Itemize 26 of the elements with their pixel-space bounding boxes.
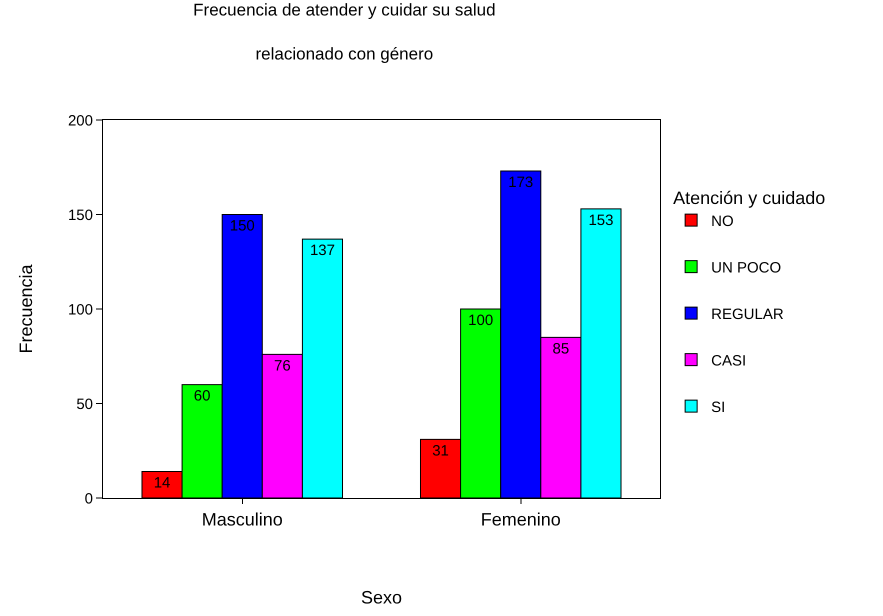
- x-tick-label: Femenino: [480, 510, 561, 530]
- y-tick-label: 200: [68, 112, 93, 130]
- data-label: 31: [432, 442, 449, 460]
- chart-title: Frecuencia de atender y cuidar su salud relacionado con género: [193, 0, 496, 64]
- data-label: 153: [588, 212, 614, 229]
- legend-title: Atención y cuidado: [673, 188, 826, 208]
- data-label: 76: [274, 357, 291, 374]
- data-label: 14: [154, 474, 170, 492]
- y-tick-label: 150: [68, 206, 93, 224]
- legend-label: SI: [711, 398, 726, 416]
- legend-label: REGULAR: [711, 306, 784, 323]
- data-label: 150: [230, 218, 255, 234]
- data-label: 60: [194, 388, 210, 405]
- x-axis-title: Sexo: [360, 588, 402, 608]
- data-label: 173: [508, 174, 534, 192]
- y-axis-title: Frecuencia: [16, 263, 36, 354]
- y-tick-label: 100: [68, 301, 93, 318]
- legend-label: NO: [711, 212, 734, 230]
- y-tick-label: 0: [84, 490, 93, 508]
- data-label: 137: [310, 242, 335, 260]
- legend-label: CASI: [711, 352, 746, 370]
- y-tick-label: 50: [76, 396, 93, 413]
- data-label: 85: [552, 340, 570, 358]
- x-tick-label: Masculino: [202, 510, 283, 530]
- legend-label: UN POCO: [711, 259, 782, 276]
- data-label: 100: [468, 312, 494, 329]
